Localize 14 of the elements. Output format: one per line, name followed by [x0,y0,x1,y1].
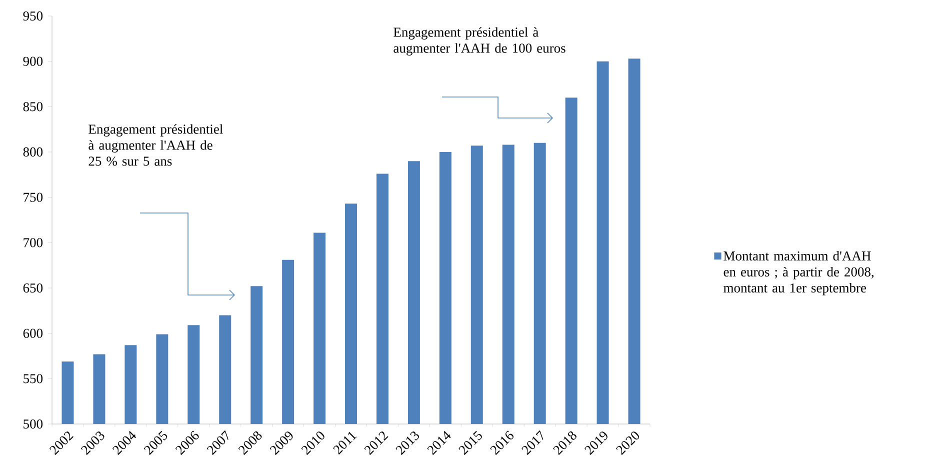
y-tick-label: 900 [23,56,43,66]
annotation: Engagement présidentiel à augmenter l'AAH de 25 % sur 5 ans [88,124,223,166]
y-tick-label: 550 [24,374,43,384]
legend-label: Montant maximum d'AAH en euros ; à partir de 2008, montant au 1er septembre [724,251,874,296]
x-tick-label: 2011 [333,432,357,455]
y-tick-label: 800 [23,147,43,157]
y-tick-label: 650 [23,283,43,293]
y-tick-label: 500 [24,419,43,429]
annotation: Engagement présidentiel à augmenter l'AAH de 100 euros [394,27,566,56]
y-tick-label: 950 [23,11,43,21]
y-tick-label: 750 [24,192,43,202]
y-tick-label: 700 [24,238,43,248]
y-tick-label: 850 [23,102,43,112]
y-tick-label: 600 [23,328,43,338]
